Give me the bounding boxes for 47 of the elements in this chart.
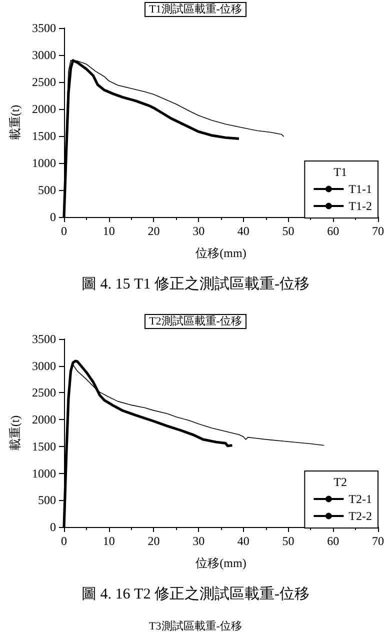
x-tick-label: 0 — [61, 534, 67, 548]
x-axis-title: 位移(mm) — [196, 556, 246, 570]
y-tick-label: 2500 — [32, 386, 56, 400]
chart-title: T2測試區載重-位移 — [149, 314, 242, 328]
x-tick-label: 0 — [61, 224, 67, 238]
y-tick-label: 2000 — [32, 412, 56, 427]
x-tick-label: 50 — [282, 224, 294, 238]
x-tick-label: 20 — [148, 534, 160, 548]
y-tick-label: 2000 — [32, 102, 56, 116]
x-tick-label: 70 — [372, 534, 384, 548]
legend-title: T2 — [334, 475, 348, 489]
y-tick-label: 3500 — [32, 21, 56, 35]
legend-title: T1 — [334, 165, 348, 179]
y-tick-label: 3500 — [32, 332, 56, 346]
y-tick-label: 0 — [50, 520, 56, 534]
x-tick-label: 60 — [327, 534, 340, 548]
y-tick-label: 3000 — [32, 358, 56, 373]
text: T3測試區載重-位移 — [149, 620, 242, 632]
y-axis-title: 載重(t) — [8, 104, 22, 140]
y-tick-label: 500 — [38, 493, 56, 508]
x-tick-label: 60 — [327, 224, 340, 238]
y-tick-label: 2500 — [32, 75, 56, 89]
legend-label: T2-1 — [348, 492, 372, 506]
y-tick-label: 500 — [38, 183, 56, 197]
x-tick-label: 10 — [102, 224, 115, 238]
y-tick-label: 0 — [50, 210, 56, 224]
x-tick-label: 30 — [192, 534, 205, 548]
x-axis-title: 位移(mm) — [196, 246, 246, 260]
legend-label: T1-2 — [348, 199, 372, 213]
legend-label: T1-1 — [348, 182, 372, 196]
legend-label: T2-2 — [348, 509, 372, 523]
y-tick-label: 3000 — [32, 48, 56, 62]
x-tick-label: 20 — [148, 224, 160, 238]
x-tick-label: 40 — [237, 534, 250, 548]
x-tick-label: 40 — [237, 224, 250, 238]
caption: 圖 4. 16 T2 修正之測試區載重-位移 — [82, 586, 310, 602]
chart-title: T1測試區載重-位移 — [149, 2, 242, 16]
y-tick-label: 1000 — [32, 466, 56, 480]
y-tick-label: 1500 — [32, 439, 56, 454]
y-tick-label: 1500 — [32, 129, 56, 143]
x-tick-label: 30 — [192, 224, 205, 238]
y-axis-title: 載重(t) — [8, 415, 22, 451]
x-tick-label: 10 — [102, 534, 115, 548]
caption: 圖 4. 15 T1 修正之測試區載重-位移 — [82, 276, 310, 292]
x-tick-label: 50 — [282, 534, 294, 548]
y-tick-label: 1000 — [32, 156, 56, 170]
x-tick-label: 70 — [372, 224, 384, 238]
